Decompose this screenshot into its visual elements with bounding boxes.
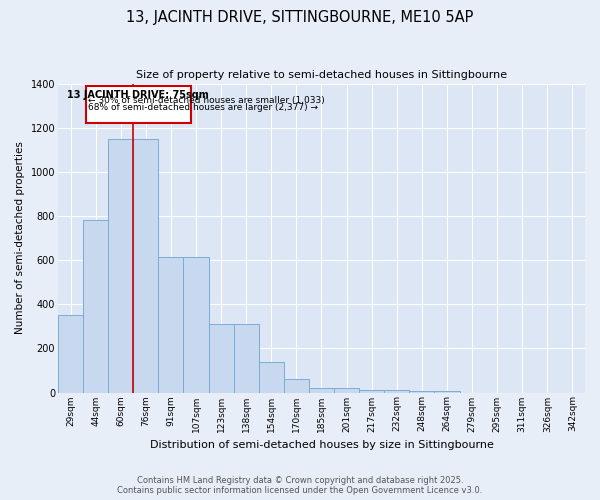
Bar — [209, 324, 233, 392]
Bar — [384, 390, 409, 392]
Bar — [83, 220, 108, 392]
Bar — [284, 380, 309, 392]
Bar — [233, 324, 259, 392]
X-axis label: Distribution of semi-detached houses by size in Sittingbourne: Distribution of semi-detached houses by … — [149, 440, 493, 450]
Text: ← 30% of semi-detached houses are smaller (1,033): ← 30% of semi-detached houses are smalle… — [88, 96, 325, 106]
Title: Size of property relative to semi-detached houses in Sittingbourne: Size of property relative to semi-detach… — [136, 70, 507, 80]
Bar — [133, 138, 158, 392]
Bar — [259, 362, 284, 392]
Bar — [334, 388, 359, 392]
Bar — [58, 316, 83, 392]
Text: 13 JACINTH DRIVE: 75sqm: 13 JACINTH DRIVE: 75sqm — [67, 90, 209, 100]
Text: Contains HM Land Registry data © Crown copyright and database right 2025.
Contai: Contains HM Land Registry data © Crown c… — [118, 476, 482, 495]
Bar — [359, 390, 384, 392]
Y-axis label: Number of semi-detached properties: Number of semi-detached properties — [15, 142, 25, 334]
Bar — [86, 86, 191, 124]
Bar — [158, 257, 184, 392]
Bar — [108, 138, 133, 392]
Text: 13, JACINTH DRIVE, SITTINGBOURNE, ME10 5AP: 13, JACINTH DRIVE, SITTINGBOURNE, ME10 5… — [127, 10, 473, 25]
Bar — [184, 257, 209, 392]
Text: 68% of semi-detached houses are larger (2,377) →: 68% of semi-detached houses are larger (… — [88, 102, 318, 112]
Bar — [309, 388, 334, 392]
